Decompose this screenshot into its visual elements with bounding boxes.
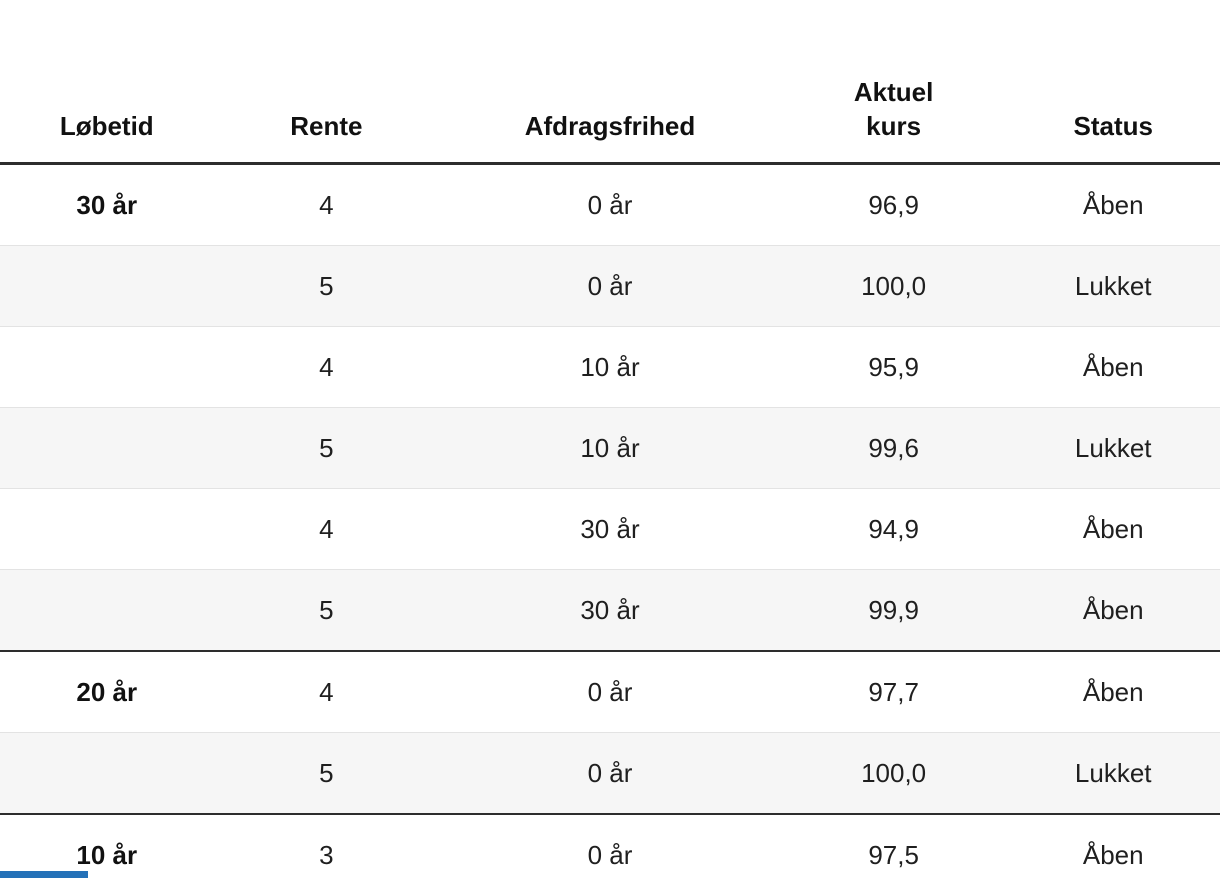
cell-status: Lukket	[1006, 733, 1220, 815]
cell-afdragsfrihed: 0 år	[439, 246, 781, 327]
cell-status: Åben	[1006, 570, 1220, 652]
cell-lobetid	[0, 489, 214, 570]
cell-status: Lukket	[1006, 246, 1220, 327]
cell-status: Åben	[1006, 651, 1220, 733]
column-header-afdragsfrihed: Afdragsfrihed	[439, 0, 781, 164]
cell-rente: 4	[214, 164, 440, 246]
cell-afdragsfrihed: 0 år	[439, 651, 781, 733]
cell-rente: 5	[214, 733, 440, 815]
cell-kurs: 99,9	[781, 570, 1007, 652]
cell-afdragsfrihed: 30 år	[439, 489, 781, 570]
cell-rente: 3	[214, 814, 440, 895]
cell-kurs: 97,5	[781, 814, 1007, 895]
cell-rente: 4	[214, 489, 440, 570]
cell-status: Åben	[1006, 814, 1220, 895]
column-header-kurs: Aktuel kurs	[781, 0, 1007, 164]
cell-rente: 4	[214, 327, 440, 408]
cell-kurs: 94,9	[781, 489, 1007, 570]
cell-afdragsfrihed: 0 år	[439, 164, 781, 246]
bottom-left-partial-element	[0, 871, 88, 878]
cell-status: Lukket	[1006, 408, 1220, 489]
cell-lobetid	[0, 733, 214, 815]
cell-lobetid	[0, 327, 214, 408]
cell-lobetid	[0, 570, 214, 652]
cell-lobetid: 20 år	[0, 651, 214, 733]
cell-lobetid: 30 år	[0, 164, 214, 246]
cell-lobetid	[0, 408, 214, 489]
cell-lobetid: 10 år	[0, 814, 214, 895]
cell-kurs: 97,7	[781, 651, 1007, 733]
cell-afdragsfrihed: 30 år	[439, 570, 781, 652]
cell-status: Åben	[1006, 164, 1220, 246]
cell-lobetid	[0, 246, 214, 327]
cell-rente: 4	[214, 651, 440, 733]
column-header-status: Status	[1006, 0, 1220, 164]
cell-afdragsfrihed: 10 år	[439, 327, 781, 408]
cell-rente: 5	[214, 408, 440, 489]
cell-kurs: 100,0	[781, 733, 1007, 815]
column-header-lobetid: Løbetid	[0, 0, 214, 164]
cell-afdragsfrihed: 10 år	[439, 408, 781, 489]
cell-rente: 5	[214, 246, 440, 327]
cell-afdragsfrihed: 0 år	[439, 733, 781, 815]
cell-kurs: 95,9	[781, 327, 1007, 408]
cell-afdragsfrihed: 0 år	[439, 814, 781, 895]
cell-rente: 5	[214, 570, 440, 652]
cell-kurs: 96,9	[781, 164, 1007, 246]
cell-kurs: 99,6	[781, 408, 1007, 489]
column-header-rente: Rente	[214, 0, 440, 164]
cell-status: Åben	[1006, 327, 1220, 408]
cell-kurs: 100,0	[781, 246, 1007, 327]
cell-status: Åben	[1006, 489, 1220, 570]
